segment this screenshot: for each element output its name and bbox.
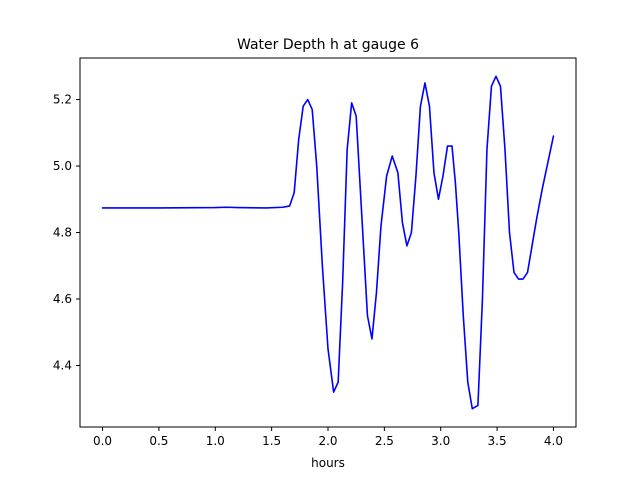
- x-tick-label: 3.0: [431, 434, 450, 448]
- x-tick-label: 1.5: [262, 434, 281, 448]
- y-axis: 4.4 4.6 4.8 5.0 5.2: [53, 93, 80, 373]
- x-tick-label: 2.0: [318, 434, 337, 448]
- x-tick-label: 0.0: [93, 434, 112, 448]
- chart-title: Water Depth h at gauge 6: [237, 37, 419, 53]
- y-tick-label: 5.2: [53, 93, 72, 107]
- series-line-0: [101, 75, 555, 410]
- y-tick-label: 5.0: [53, 159, 72, 173]
- x-axis: 0.0 0.5 1.0 1.5 2.0 2.5 3.0 3.5 4.0: [93, 427, 563, 448]
- x-tick-label: 0.5: [149, 434, 168, 448]
- x-tick-label: 1.0: [206, 434, 225, 448]
- x-tick-label: 2.5: [375, 434, 394, 448]
- x-tick-label: 3.5: [488, 434, 507, 448]
- x-tick-label: 4.0: [544, 434, 563, 448]
- y-tick-label: 4.8: [53, 226, 72, 240]
- y-tick-label: 4.4: [53, 359, 72, 373]
- x-axis-label: hours: [311, 456, 345, 470]
- y-tick-label: 4.6: [53, 292, 72, 306]
